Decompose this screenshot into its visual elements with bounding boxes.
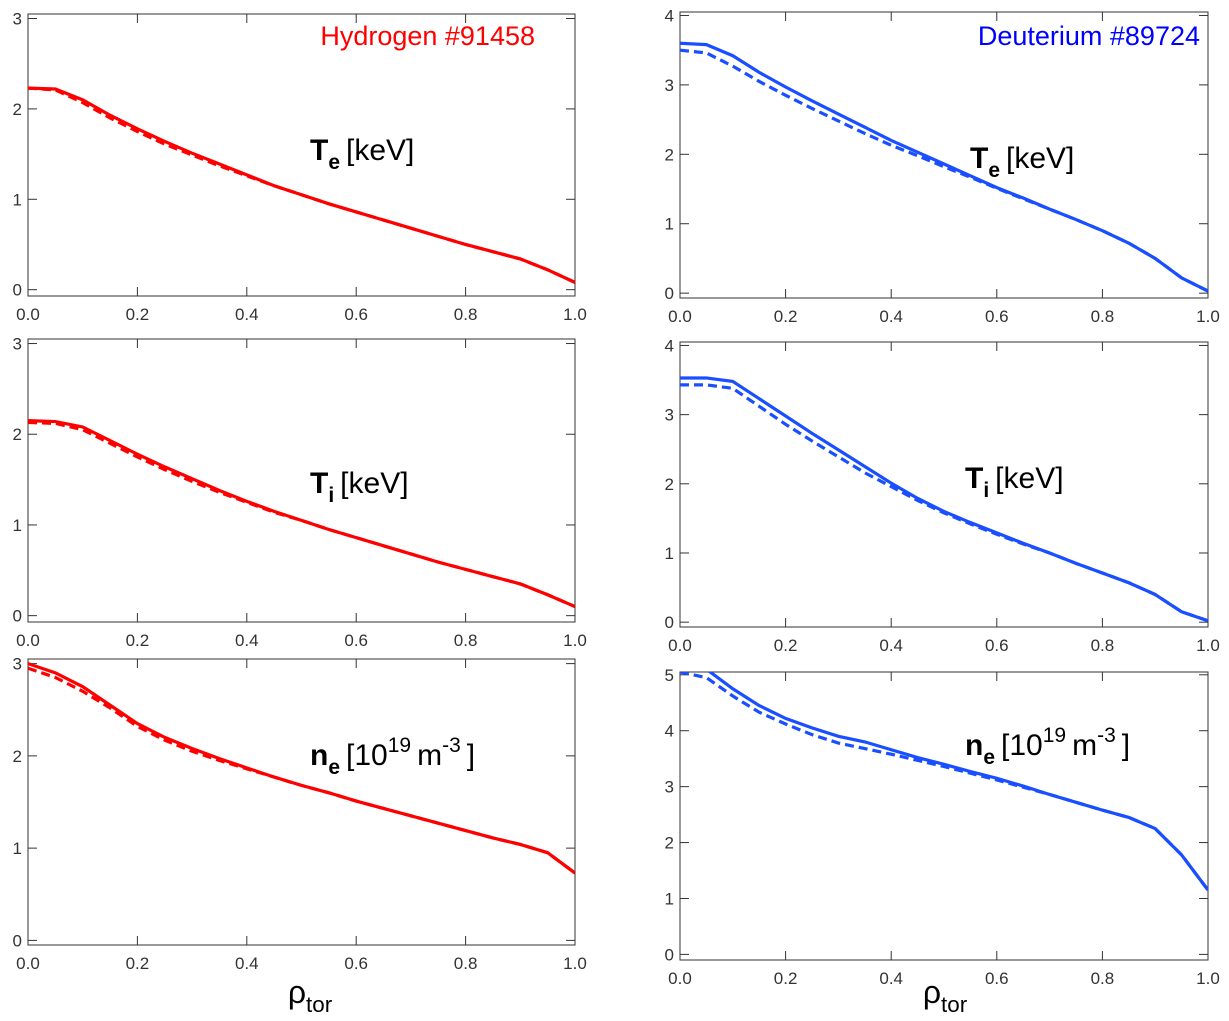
y-tick-label: 2	[665, 145, 674, 164]
y-tick-label: 2	[665, 475, 674, 494]
y-tick-label: 3	[665, 76, 674, 95]
annotation: ne [1019 m-3]	[965, 724, 1130, 769]
x-axis-label: ρtor	[923, 974, 968, 1017]
x-tick-label: 0.0	[668, 636, 692, 655]
y-tick-label: 1	[665, 889, 674, 908]
y-tick-label: 1	[13, 516, 22, 535]
y-tick-label: 4	[665, 336, 674, 355]
x-tick-label: 0.8	[454, 631, 478, 650]
x-tick-label: 0.4	[879, 307, 903, 326]
solid-line	[28, 419, 575, 609]
x-tick-label: 0.0	[16, 305, 40, 324]
x-tick-label: 0.6	[985, 636, 1009, 655]
x-tick-label: 0.6	[344, 305, 368, 324]
y-tick-label: 2	[13, 747, 22, 766]
y-tick-label: 0	[665, 945, 674, 964]
y-tick-label: 3	[13, 655, 22, 674]
y-tick-label: 0	[13, 281, 22, 300]
chart-title: Hydrogen #91458	[320, 21, 535, 51]
x-tick-label: 0.4	[879, 636, 903, 655]
panel: 0 1 2 3 0.0 0.2 0.4 0.6 0.8 1.0 Ti [keV]	[13, 335, 587, 650]
x-tick-label: 0.2	[774, 636, 798, 655]
y-tick-label: 1	[13, 190, 22, 209]
x-tick-label: 0.2	[126, 954, 150, 973]
x-tick-label: 0.8	[1091, 307, 1115, 326]
x-tick-label: 0.8	[454, 305, 478, 324]
x-axis-label: ρtor	[288, 974, 333, 1017]
y-tick-label: 1	[665, 215, 674, 234]
y-tick-label: 1	[665, 544, 674, 563]
panel: 0 1 2 3 4 5 0.0 0.2 0.4 0.6 0.8 1.0 ne [1019 m-3] ρtor	[665, 666, 1220, 1017]
x-tick-label: 1.0	[563, 631, 587, 650]
y-tick-label: 0	[665, 613, 674, 632]
x-tick-label: 0.0	[16, 631, 40, 650]
y-tick-label: 1	[13, 839, 22, 858]
solid-line	[28, 662, 575, 875]
y-tick-label: 4	[665, 722, 674, 741]
x-tick-label: 1.0	[1196, 636, 1220, 655]
x-tick-label: 0.2	[126, 305, 150, 324]
x-tick-label: 0.6	[985, 307, 1009, 326]
x-tick-label: 0.4	[235, 954, 259, 973]
annotation: Ti [keV]	[310, 467, 409, 507]
x-tick-label: 0.0	[16, 954, 40, 973]
y-tick-label: 3	[665, 778, 674, 797]
panel: 0 1 2 3 0.0 0.2 0.4 0.6 0.8 1.0 Hydrogen #91458 Te[…	[13, 10, 587, 324]
y-tick-label: 3	[13, 10, 22, 29]
annotation: Te [keV]	[970, 142, 1074, 182]
plot-frame	[679, 671, 1209, 961]
x-tick-label: 0.6	[985, 969, 1009, 988]
plot-frame	[679, 11, 1209, 299]
y-tick-label: 5	[665, 666, 674, 685]
x-tick-label: 0.2	[774, 307, 798, 326]
x-tick-label: 0.4	[879, 969, 903, 988]
y-tick-label: 3	[13, 335, 22, 354]
y-tick-label: 2	[665, 834, 674, 853]
y-tick-label: 0	[13, 931, 22, 950]
dashed-line	[680, 383, 1208, 623]
panel: 0 1 2 3 0.0 0.2 0.4 0.6 0.8 1.0 ne [1019 m-3] ρtor	[13, 655, 587, 1017]
dashed-line	[28, 86, 575, 284]
x-tick-label: 0.2	[126, 631, 150, 650]
annotation: Ti [keV]	[965, 462, 1064, 502]
dashed-line	[28, 420, 575, 609]
x-tick-label: 0.0	[668, 307, 692, 326]
dashed-line	[680, 48, 1208, 293]
x-tick-label: 1.0	[563, 954, 587, 973]
y-tick-label: 0	[13, 607, 22, 626]
dashed-line	[680, 672, 1208, 892]
plot-frame	[27, 13, 576, 297]
x-tick-label: 0.0	[668, 969, 692, 988]
x-tick-label: 1.0	[1196, 307, 1220, 326]
plot-frame	[27, 658, 576, 946]
x-tick-label: 0.6	[344, 631, 368, 650]
plot-frame	[27, 338, 576, 623]
panel: 0 1 2 3 4 0.0 0.2 0.4 0.6 0.8 1.0 Ti [keV]	[665, 336, 1220, 655]
panel: 0 1 2 3 4 0.0 0.2 0.4 0.6 0.8 1.0 Deuterium #89724 T…	[665, 6, 1220, 326]
annotation: Te [keV]	[310, 134, 414, 174]
plot-frame	[679, 341, 1209, 628]
x-tick-label: 1.0	[1196, 969, 1220, 988]
x-tick-label: 0.8	[1091, 636, 1115, 655]
y-tick-label: 4	[665, 6, 674, 25]
solid-line	[707, 672, 1208, 892]
x-tick-label: 0.6	[344, 954, 368, 973]
x-tick-label: 0.2	[774, 969, 798, 988]
y-tick-label: 2	[13, 100, 22, 119]
dashed-line	[28, 666, 575, 875]
y-tick-label: 2	[13, 425, 22, 444]
x-tick-label: 0.4	[235, 305, 259, 324]
x-tick-label: 0.4	[235, 631, 259, 650]
y-tick-label: 3	[665, 406, 674, 425]
annotation: ne [1019 m-3]	[310, 734, 475, 779]
chart-title: Deuterium #89724	[978, 21, 1200, 51]
x-tick-label: 0.8	[454, 954, 478, 973]
y-tick-label: 0	[665, 284, 674, 303]
x-tick-label: 1.0	[563, 305, 587, 324]
x-tick-label: 0.8	[1091, 969, 1115, 988]
